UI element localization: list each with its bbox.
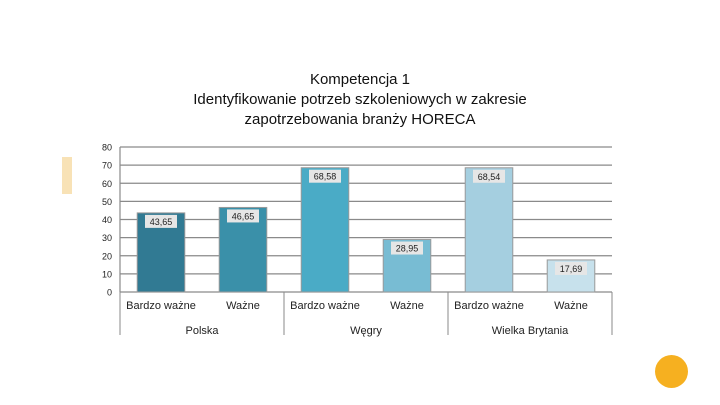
data-label-background bbox=[473, 169, 505, 183]
data-label-background bbox=[227, 209, 259, 223]
title-line-3: zapotrzebowania branży HORECA bbox=[244, 111, 476, 128]
x-category-label: Bardzo ważne bbox=[290, 300, 360, 312]
chart-title: Kompetencja 1 Identyfikowanie potrzeb sz… bbox=[120, 70, 600, 130]
y-tick-label: 20 bbox=[102, 251, 112, 261]
bar bbox=[464, 167, 514, 293]
x-group-label: Polska bbox=[185, 325, 219, 337]
y-tick-label: 30 bbox=[102, 233, 112, 243]
y-tick-label: 80 bbox=[102, 143, 112, 153]
x-category-label: Ważne bbox=[554, 300, 588, 312]
x-group-label: Wielka Brytania bbox=[492, 325, 569, 337]
y-tick-label: 70 bbox=[102, 161, 112, 171]
bar bbox=[300, 167, 350, 293]
title-line-2: Identyfikowanie potrzeb szkoleniowych w … bbox=[193, 91, 527, 108]
x-category-label: Ważne bbox=[226, 300, 260, 312]
data-label: 28,95 bbox=[396, 244, 419, 254]
x-category-label: Ważne bbox=[390, 300, 424, 312]
data-label: 68,58 bbox=[314, 172, 337, 182]
data-label-background bbox=[145, 214, 177, 228]
data-label-background bbox=[309, 169, 341, 183]
y-tick-label: 10 bbox=[102, 269, 112, 279]
title-line-1: Kompetencja 1 bbox=[309, 71, 411, 88]
data-label-background bbox=[391, 241, 423, 255]
x-category-label: Bardzo ważne bbox=[454, 300, 524, 312]
accent-bar bbox=[62, 157, 72, 194]
y-tick-label: 40 bbox=[102, 215, 112, 225]
x-group-label: Węgry bbox=[350, 325, 382, 337]
y-tick-label: 60 bbox=[102, 179, 112, 189]
data-label: 46,65 bbox=[232, 211, 255, 221]
data-label: 43,65 bbox=[150, 217, 173, 227]
data-label-background bbox=[555, 261, 587, 275]
data-label: 17,69 bbox=[560, 264, 583, 274]
data-label: 68,54 bbox=[478, 172, 501, 182]
orange-circle-decoration bbox=[655, 355, 688, 388]
y-tick-label: 50 bbox=[102, 197, 112, 207]
y-tick-label: 0 bbox=[107, 288, 112, 298]
x-category-label: Bardzo ważne bbox=[126, 300, 196, 312]
